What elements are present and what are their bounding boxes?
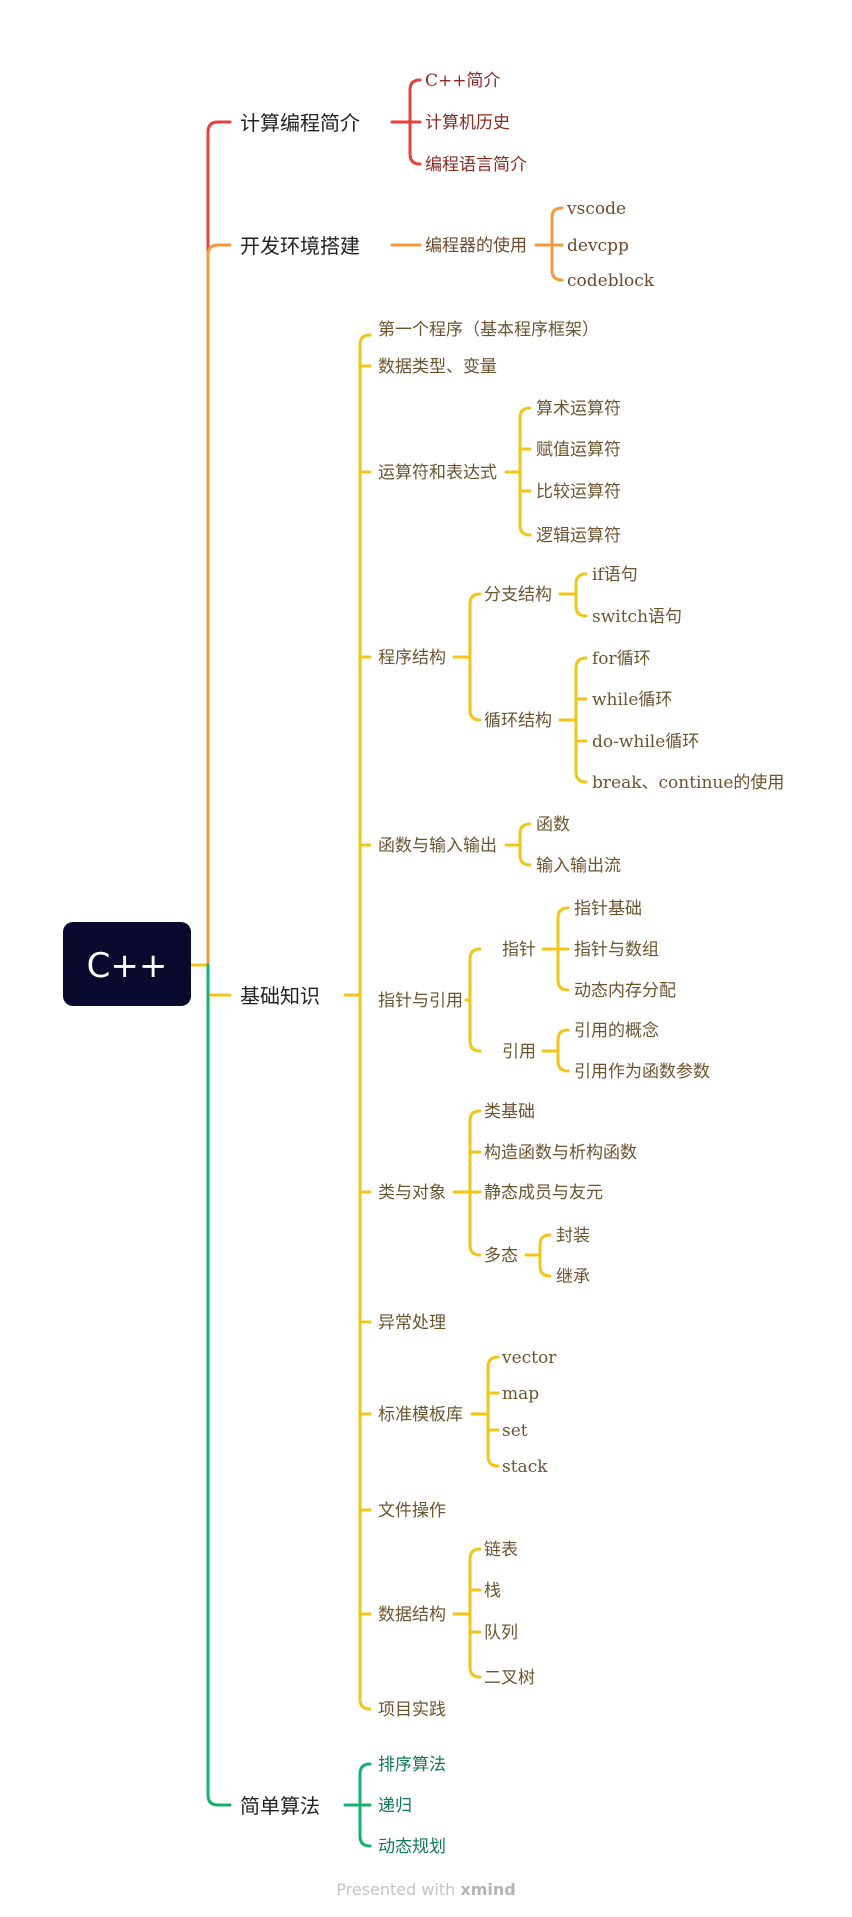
subtopic-pointer[interactable]: 指针 bbox=[502, 940, 536, 960]
connector-intro-bus bbox=[408, 78, 422, 166]
connector-poly bbox=[524, 1233, 552, 1278]
subtopic-binary-tree[interactable]: 二叉树 bbox=[484, 1668, 535, 1688]
subtopic-project[interactable]: 项目实践 bbox=[378, 1700, 446, 1720]
subtopic-exceptions[interactable]: 异常处理 bbox=[378, 1313, 446, 1333]
subtopic-cpp-intro[interactable]: C++简介 bbox=[425, 71, 501, 91]
connector-algo-bus bbox=[358, 1762, 372, 1848]
subtopic-classes[interactable]: 类与对象 bbox=[378, 1183, 446, 1203]
subtopic-stack[interactable]: stack bbox=[502, 1457, 548, 1477]
subtopic-set[interactable]: set bbox=[502, 1421, 528, 1441]
connector-branch bbox=[558, 572, 588, 618]
subtopic-recursion[interactable]: 递归 bbox=[378, 1796, 412, 1816]
subtopic-compare-op[interactable]: 比较运算符 bbox=[536, 482, 621, 502]
subtopic-if[interactable]: if语句 bbox=[592, 565, 638, 585]
subtopic-static-friend[interactable]: 静态成员与友元 bbox=[484, 1183, 603, 1203]
connector-classes bbox=[452, 1109, 482, 1257]
subtopic-reference-concept[interactable]: 引用的概念 bbox=[574, 1020, 659, 1041]
connector-pointer bbox=[541, 906, 570, 992]
topic-env[interactable]: 开发环境搭建 bbox=[240, 234, 360, 258]
subtopic-devcpp[interactable]: devcpp bbox=[567, 236, 629, 256]
subtopic-loop[interactable]: 循环结构 bbox=[484, 711, 552, 731]
subtopic-reference-params[interactable]: 引用作为函数参数 bbox=[574, 1062, 710, 1082]
subtopic-break-continue[interactable]: break、continue的使用 bbox=[592, 772, 784, 793]
connector-operators bbox=[504, 406, 532, 537]
subtopic-arith-op[interactable]: 算术运算符 bbox=[536, 399, 621, 419]
subtopic-for[interactable]: for循环 bbox=[592, 649, 651, 669]
connector-functions bbox=[504, 822, 532, 867]
subtopic-pointers-refs[interactable]: 指针与引用 bbox=[378, 991, 463, 1011]
connector-basics-stubs bbox=[358, 364, 372, 1616]
subtopic-language-intro[interactable]: 编程语言简介 bbox=[425, 155, 527, 175]
connector-stl bbox=[470, 1355, 500, 1468]
subtopic-file-ops[interactable]: 文件操作 bbox=[378, 1501, 446, 1521]
connector-env bbox=[206, 243, 232, 967]
subtopic-data-structures[interactable]: 数据结构 bbox=[378, 1605, 446, 1625]
subtopic-logic-op[interactable]: 逻辑运算符 bbox=[536, 526, 621, 546]
subtopic-ctor-dtor[interactable]: 构造函数与析构函数 bbox=[484, 1143, 637, 1163]
subtopic-editor-usage[interactable]: 编程器的使用 bbox=[425, 235, 527, 256]
subtopic-class-basics[interactable]: 类基础 bbox=[484, 1102, 535, 1122]
subtopic-functions-io[interactable]: 函数与输入输出 bbox=[378, 836, 497, 856]
subtopic-encapsulation[interactable]: 封装 bbox=[556, 1226, 590, 1246]
subtopic-computer-history[interactable]: 计算机历史 bbox=[425, 113, 510, 133]
subtopic-functions[interactable]: 函数 bbox=[536, 815, 570, 835]
subtopic-pointer-basics[interactable]: 指针基础 bbox=[574, 899, 642, 919]
subtopic-dynamic-memory[interactable]: 动态内存分配 bbox=[574, 981, 676, 1001]
topic-algo[interactable]: 简单算法 bbox=[240, 1794, 320, 1818]
root-node-label: C++ bbox=[87, 946, 168, 986]
subtopic-queue[interactable]: 队列 bbox=[484, 1623, 518, 1643]
topic-basics[interactable]: 基础知识 bbox=[240, 984, 320, 1008]
connector-pointers bbox=[464, 947, 482, 1053]
connector-ds bbox=[452, 1547, 482, 1679]
xmind-logo: xmind bbox=[460, 1880, 515, 1899]
subtopic-io-streams[interactable]: 输入输出流 bbox=[536, 856, 621, 876]
subtopic-vscode[interactable]: vscode bbox=[566, 199, 626, 219]
footer-attribution: Presented with xmind bbox=[336, 1880, 515, 1899]
connector-basics-bus bbox=[358, 333, 372, 1711]
subtopic-map[interactable]: map bbox=[502, 1384, 539, 1404]
connector-reference bbox=[541, 1028, 570, 1073]
connector-algo bbox=[206, 963, 232, 1807]
subtopic-polymorphism[interactable]: 多态 bbox=[484, 1246, 518, 1266]
subtopic-sorting[interactable]: 排序算法 bbox=[378, 1755, 446, 1775]
root-node-box[interactable] bbox=[63, 922, 191, 1006]
subtopic-first-program[interactable]: 第一个程序（基本程序框架） bbox=[378, 320, 599, 340]
subtopic-assign-op[interactable]: 赋值运算符 bbox=[536, 440, 621, 460]
connector-structure bbox=[452, 592, 482, 722]
subtopic-while[interactable]: while循环 bbox=[592, 690, 672, 710]
subtopic-stack-ds[interactable]: 栈 bbox=[484, 1581, 501, 1601]
subtopic-reference[interactable]: 引用 bbox=[502, 1042, 536, 1062]
connector-intro bbox=[206, 120, 232, 967]
subtopic-codeblock[interactable]: codeblock bbox=[567, 271, 655, 291]
topic-intro[interactable]: 计算编程简介 bbox=[240, 111, 360, 135]
subtopic-data-types[interactable]: 数据类型、变量 bbox=[378, 357, 497, 377]
subtopic-inheritance[interactable]: 继承 bbox=[556, 1267, 590, 1287]
subtopic-branch[interactable]: 分支结构 bbox=[484, 585, 552, 605]
subtopic-stl[interactable]: 标准模板库 bbox=[378, 1405, 463, 1425]
subtopic-dynamic-programming[interactable]: 动态规划 bbox=[378, 1837, 446, 1857]
connector-loop bbox=[558, 656, 588, 784]
connector-editor-bus bbox=[550, 206, 564, 282]
subtopic-operators[interactable]: 运算符和表达式 bbox=[378, 463, 497, 483]
connector-lines bbox=[189, 78, 588, 1848]
subtopic-linked-list[interactable]: 链表 bbox=[484, 1540, 518, 1560]
subtopic-structure[interactable]: 程序结构 bbox=[378, 648, 446, 668]
subtopic-pointer-arrays[interactable]: 指针与数组 bbox=[574, 940, 659, 960]
subtopic-do-while[interactable]: do-while循环 bbox=[592, 732, 699, 752]
subtopic-switch[interactable]: switch语句 bbox=[592, 607, 682, 627]
footer-prefix: Presented with bbox=[336, 1880, 460, 1899]
subtopic-vector[interactable]: vector bbox=[501, 1348, 557, 1368]
